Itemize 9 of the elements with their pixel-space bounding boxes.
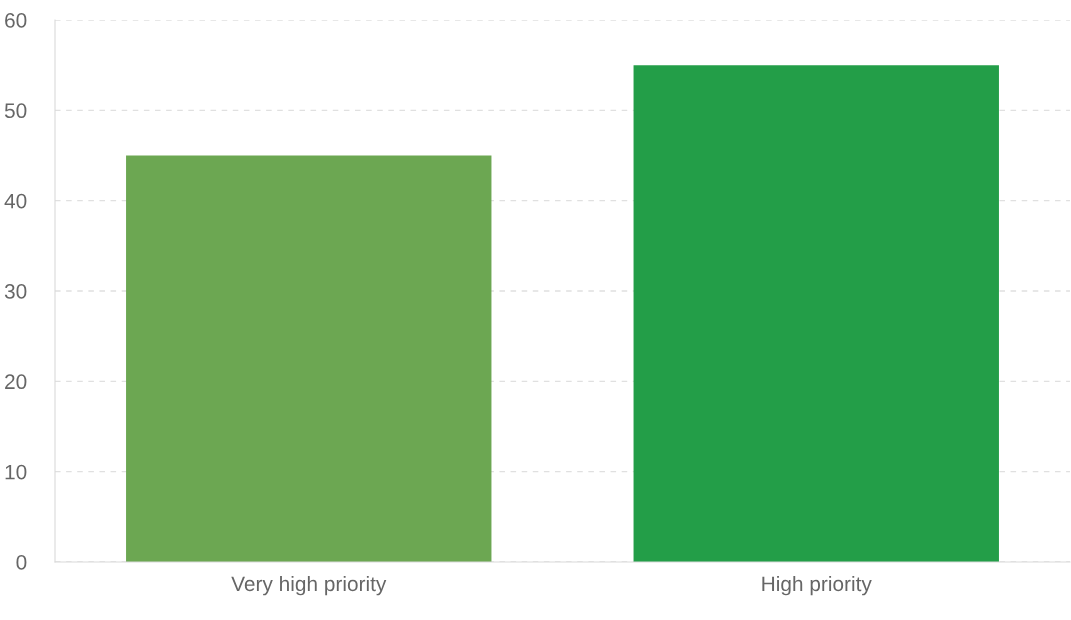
y-tick-label: 30 (4, 284, 27, 299)
y-tick-label: 10 (5, 464, 27, 480)
y-tick-label: 20 (5, 374, 27, 390)
x-tick-label: High priority (762, 575, 872, 596)
y-tick-label: 0 (16, 555, 27, 570)
y-tick-label: 50 (4, 103, 27, 119)
y-tick-label: 60 (5, 13, 27, 28)
y-tick-label: 40 (4, 193, 27, 209)
x-tick-label: Very high priority (231, 575, 387, 596)
